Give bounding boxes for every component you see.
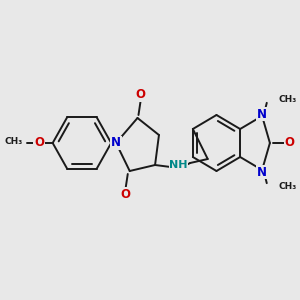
Text: O: O	[284, 136, 294, 149]
Text: O: O	[135, 88, 146, 101]
Text: CH₃: CH₃	[278, 95, 297, 104]
Text: CH₃: CH₃	[278, 182, 297, 191]
Text: N: N	[257, 166, 267, 178]
Text: NH: NH	[169, 160, 188, 170]
Text: N: N	[257, 107, 267, 121]
Text: CH₃: CH₃	[4, 137, 22, 146]
Text: O: O	[121, 188, 131, 200]
Text: N: N	[111, 136, 121, 149]
Text: O: O	[34, 136, 44, 149]
